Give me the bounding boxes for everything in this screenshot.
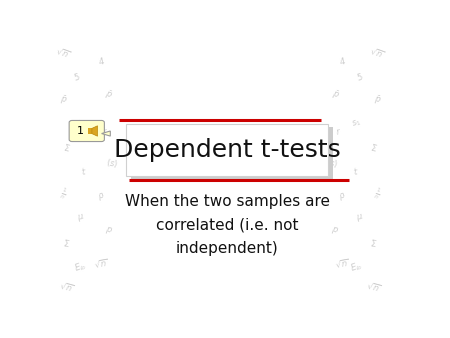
Text: $\sqrt{n}$: $\sqrt{n}$ — [54, 46, 72, 61]
Text: $\Sigma$: $\Sigma$ — [63, 238, 71, 249]
Text: $E_{lo}$: $E_{lo}$ — [348, 259, 364, 275]
Text: $\Sigma$: $\Sigma$ — [62, 141, 72, 153]
Text: Dependent t-tests: Dependent t-tests — [114, 138, 341, 162]
Text: $s_1$: $s_1$ — [350, 117, 362, 130]
Text: $\sqrt{n}$: $\sqrt{n}$ — [58, 281, 75, 295]
Text: $\Sigma$: $\Sigma$ — [369, 141, 378, 153]
Text: $\bar{p}$: $\bar{p}$ — [373, 94, 382, 107]
Text: $\sqrt{n}$: $\sqrt{n}$ — [368, 46, 386, 61]
Text: $p$: $p$ — [330, 224, 340, 237]
Text: $\Sigma$: $\Sigma$ — [369, 238, 378, 249]
Text: $\mu$: $\mu$ — [355, 211, 364, 224]
Polygon shape — [92, 126, 98, 136]
Text: When the two samples are
correlated (i.e. not
independent): When the two samples are correlated (i.e… — [125, 194, 330, 256]
Text: $\bar{p}$: $\bar{p}$ — [58, 94, 68, 107]
FancyBboxPatch shape — [88, 128, 92, 134]
Text: $\bar{p}$: $\bar{p}$ — [330, 88, 341, 102]
Text: $4$: $4$ — [338, 55, 346, 67]
Text: $t$: $t$ — [81, 165, 88, 176]
Text: $\rho$: $\rho$ — [337, 190, 347, 203]
Text: $\sqrt{n}$: $\sqrt{n}$ — [365, 281, 382, 295]
Polygon shape — [102, 131, 110, 136]
FancyBboxPatch shape — [130, 127, 333, 179]
FancyBboxPatch shape — [69, 120, 104, 142]
Text: $E_{lo}$: $E_{lo}$ — [73, 259, 89, 275]
Text: $\frac{1}{n}$: $\frac{1}{n}$ — [58, 186, 68, 202]
Text: $r$: $r$ — [101, 126, 109, 137]
Text: $4$: $4$ — [97, 55, 106, 67]
Text: $r$: $r$ — [335, 126, 343, 137]
Text: $s_1$: $s_1$ — [74, 117, 87, 130]
Text: $\bar{p}$: $\bar{p}$ — [103, 88, 114, 102]
Text: $\mu$: $\mu$ — [76, 211, 86, 224]
Text: $(s)$: $(s)$ — [105, 156, 119, 170]
Text: $t$: $t$ — [352, 165, 360, 176]
Text: $p$: $p$ — [104, 224, 113, 237]
Text: 1: 1 — [77, 126, 84, 136]
Text: $5$: $5$ — [72, 71, 82, 83]
Text: $\rho$: $\rho$ — [96, 190, 107, 203]
Text: $\sqrt{n}$: $\sqrt{n}$ — [94, 258, 110, 271]
FancyBboxPatch shape — [126, 124, 328, 176]
Text: $\frac{1}{n}$: $\frac{1}{n}$ — [372, 186, 382, 202]
Text: $5$: $5$ — [355, 71, 364, 83]
Text: $\sqrt{n}$: $\sqrt{n}$ — [334, 258, 351, 271]
Text: $(s)$: $(s)$ — [325, 156, 339, 170]
